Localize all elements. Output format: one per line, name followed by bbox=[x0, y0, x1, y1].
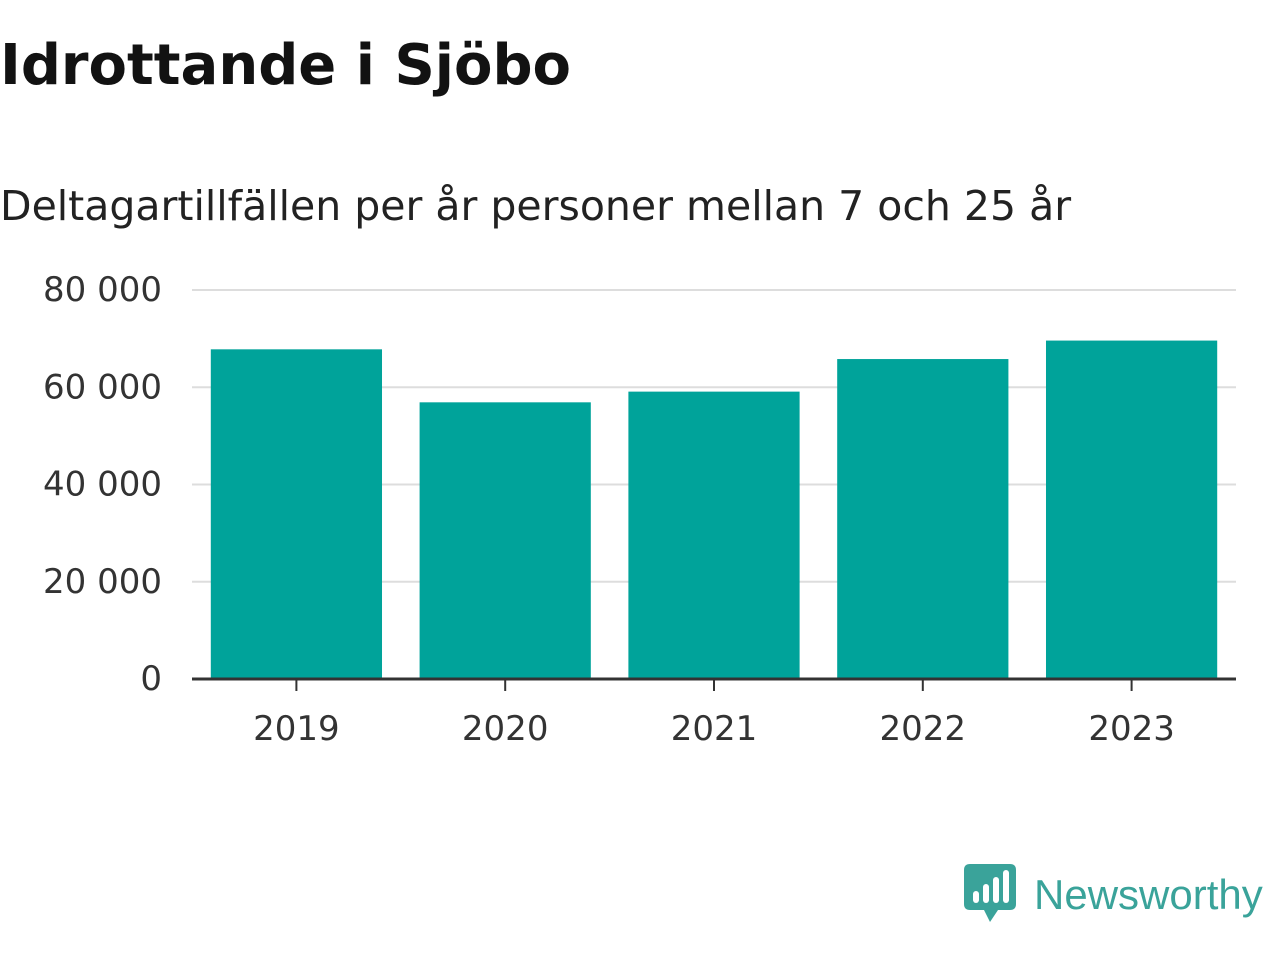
y-tick-label: 20 000 bbox=[43, 562, 162, 602]
x-tick-label: 2020 bbox=[462, 709, 549, 749]
newsworthy-logo-icon bbox=[964, 864, 1016, 922]
y-axis-labels: 0 20 000 40 000 60 000 80 000 bbox=[43, 270, 162, 699]
bars bbox=[210, 340, 1218, 679]
bar bbox=[837, 359, 1009, 679]
brand-logo: Newsworthy bbox=[964, 864, 1263, 926]
brand-name: Newsworthy bbox=[1034, 871, 1263, 918]
bar bbox=[1045, 340, 1218, 679]
chart-title: Idrottande i Sjöbo bbox=[0, 33, 572, 98]
y-tick-label: 60 000 bbox=[43, 367, 162, 407]
x-tick-label: 2022 bbox=[880, 709, 967, 749]
x-axis bbox=[192, 677, 1236, 691]
x-axis-labels: 2019 2020 2021 2022 2023 bbox=[253, 709, 1175, 749]
y-tick-label: 80 000 bbox=[43, 270, 162, 310]
bar bbox=[419, 402, 591, 679]
x-tick-label: 2021 bbox=[671, 709, 758, 749]
bar bbox=[628, 391, 800, 679]
bar bbox=[210, 349, 383, 679]
chart-subtitle: Deltagartillfällen per år personer mella… bbox=[0, 182, 1072, 230]
y-tick-label: 0 bbox=[140, 659, 162, 699]
x-tick-label: 2023 bbox=[1088, 709, 1175, 749]
y-tick-label: 40 000 bbox=[43, 465, 162, 505]
x-tick-label: 2019 bbox=[253, 709, 340, 749]
